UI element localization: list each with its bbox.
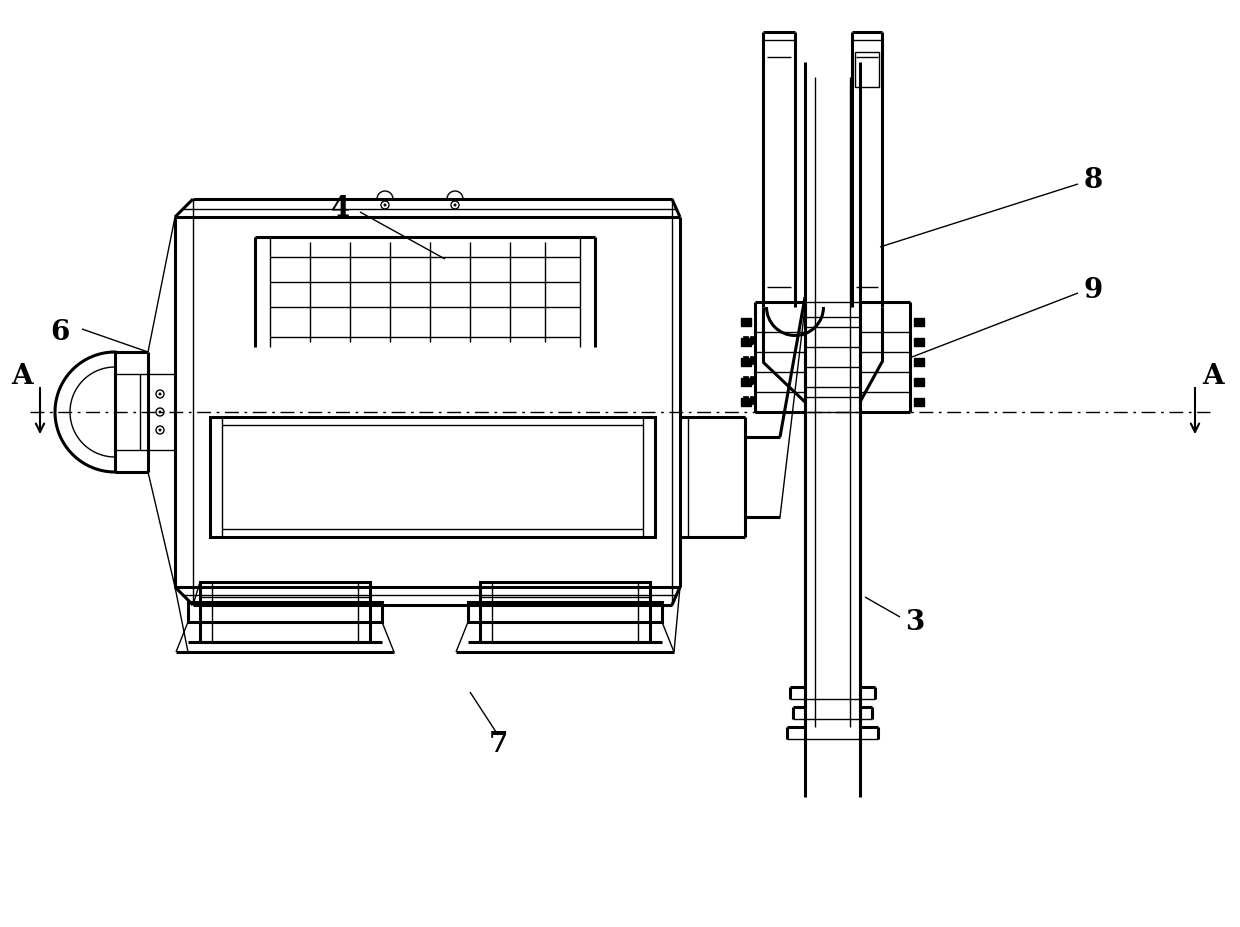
Circle shape xyxy=(159,411,161,414)
Text: A: A xyxy=(11,362,32,389)
Bar xyxy=(742,378,751,387)
Bar xyxy=(914,378,924,387)
Bar xyxy=(200,582,370,642)
Text: 6: 6 xyxy=(51,319,69,346)
Bar xyxy=(914,338,924,347)
Bar xyxy=(467,603,662,622)
Circle shape xyxy=(159,429,161,432)
Text: 8: 8 xyxy=(1084,166,1102,194)
Circle shape xyxy=(454,204,456,208)
Bar xyxy=(742,338,751,347)
Text: A: A xyxy=(1203,362,1224,389)
Bar xyxy=(750,376,755,385)
Bar xyxy=(914,319,924,326)
Bar xyxy=(914,359,924,366)
Bar xyxy=(750,397,755,404)
Text: 3: 3 xyxy=(905,609,925,636)
Bar xyxy=(914,399,924,407)
Bar xyxy=(750,337,755,345)
Bar xyxy=(480,582,650,642)
Circle shape xyxy=(383,204,387,208)
Text: 9: 9 xyxy=(1084,276,1102,303)
Text: 7: 7 xyxy=(489,730,507,757)
Circle shape xyxy=(159,393,161,396)
Text: 4: 4 xyxy=(330,195,350,222)
Bar xyxy=(743,357,748,364)
Bar xyxy=(188,603,382,622)
Bar xyxy=(750,357,755,364)
Bar xyxy=(743,337,748,345)
Bar xyxy=(210,417,655,538)
Bar xyxy=(742,359,751,366)
Bar xyxy=(742,399,751,407)
Bar xyxy=(743,397,748,404)
Bar xyxy=(856,53,879,88)
Bar xyxy=(743,376,748,385)
Bar xyxy=(742,319,751,326)
